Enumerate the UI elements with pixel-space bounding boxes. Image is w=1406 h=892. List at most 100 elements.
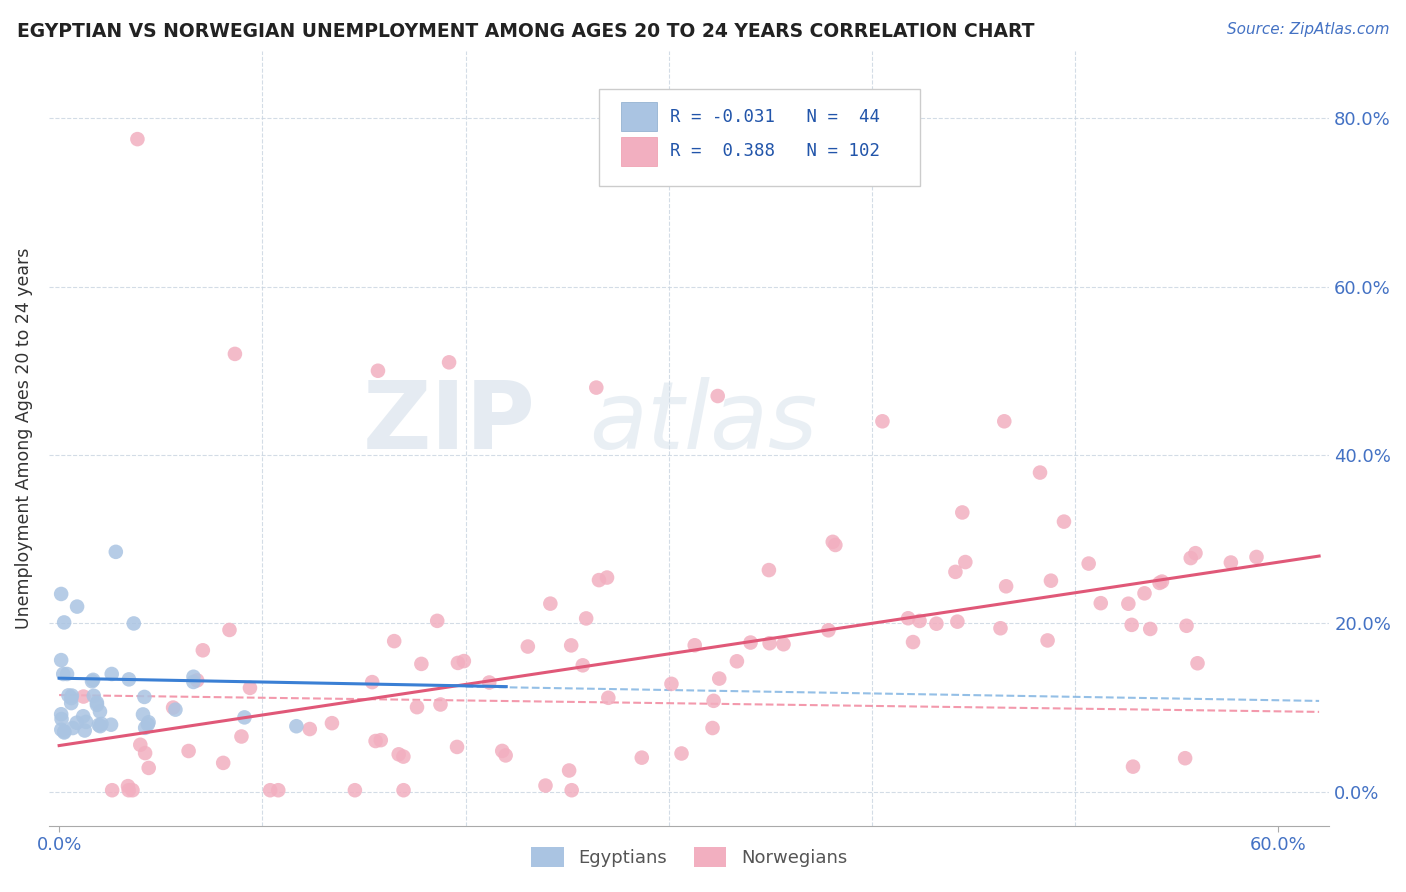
Point xyxy=(89,705,111,719)
Text: ZIP: ZIP xyxy=(363,376,536,468)
FancyBboxPatch shape xyxy=(621,102,657,131)
Point xyxy=(946,615,969,629)
Point xyxy=(772,637,794,651)
Point xyxy=(90,717,112,731)
Point xyxy=(224,347,246,361)
Point xyxy=(671,747,693,761)
FancyBboxPatch shape xyxy=(599,89,920,186)
Point xyxy=(118,673,141,687)
Point xyxy=(453,654,475,668)
Point xyxy=(1053,515,1076,529)
Point xyxy=(121,783,143,797)
Point xyxy=(388,747,411,762)
Point xyxy=(134,690,156,704)
Point xyxy=(104,545,127,559)
Point xyxy=(1150,574,1173,589)
Point xyxy=(630,750,652,764)
Point xyxy=(1139,622,1161,636)
Point xyxy=(100,717,122,731)
Text: Source: ZipAtlas.com: Source: ZipAtlas.com xyxy=(1226,22,1389,37)
Point xyxy=(66,715,89,730)
Point xyxy=(382,634,405,648)
Point xyxy=(598,690,620,705)
Point xyxy=(908,614,931,628)
Point xyxy=(516,640,538,654)
Point xyxy=(233,710,256,724)
Point xyxy=(66,599,89,614)
Point xyxy=(901,635,924,649)
Point xyxy=(1039,574,1062,588)
Text: R = -0.031   N =  44: R = -0.031 N = 44 xyxy=(669,108,880,126)
Point xyxy=(740,635,762,649)
Point xyxy=(183,670,205,684)
Point xyxy=(561,783,583,797)
Point xyxy=(824,538,846,552)
Point xyxy=(89,719,111,733)
Point xyxy=(183,675,205,690)
Point xyxy=(1174,751,1197,765)
Point xyxy=(588,573,610,587)
Point xyxy=(571,658,593,673)
Y-axis label: Unemployment Among Ages 20 to 24 years: Unemployment Among Ages 20 to 24 years xyxy=(15,247,32,629)
Point xyxy=(100,667,122,681)
Point xyxy=(1029,466,1052,480)
Point xyxy=(950,505,973,519)
Point xyxy=(162,700,184,714)
Point xyxy=(426,614,449,628)
Point xyxy=(585,381,607,395)
Point xyxy=(231,730,253,744)
Point xyxy=(1184,546,1206,560)
Point xyxy=(129,738,152,752)
Point xyxy=(60,691,83,706)
Point xyxy=(52,667,75,681)
Point xyxy=(495,748,517,763)
Point xyxy=(817,624,839,638)
Text: atlas: atlas xyxy=(589,377,817,468)
Point xyxy=(703,694,725,708)
Point xyxy=(83,689,105,703)
Point xyxy=(191,643,214,657)
Point xyxy=(897,611,920,625)
Point xyxy=(392,749,415,764)
Point xyxy=(1077,557,1099,571)
Point xyxy=(58,689,80,703)
Point xyxy=(186,673,208,688)
Point xyxy=(321,716,343,731)
Point xyxy=(1246,549,1268,564)
Point xyxy=(51,707,73,722)
Point xyxy=(558,764,581,778)
Point xyxy=(990,621,1012,635)
Point xyxy=(491,744,513,758)
Point xyxy=(955,555,977,569)
Point xyxy=(127,132,149,146)
Point xyxy=(1219,556,1241,570)
Point xyxy=(134,746,156,760)
Point xyxy=(993,414,1015,428)
Point xyxy=(285,719,308,733)
Point xyxy=(117,779,139,793)
Point xyxy=(343,783,366,797)
Point xyxy=(446,739,468,754)
Point xyxy=(411,657,433,671)
Point xyxy=(138,761,160,775)
Point xyxy=(1118,597,1140,611)
Point xyxy=(683,638,706,652)
Point xyxy=(560,639,582,653)
FancyBboxPatch shape xyxy=(621,136,657,166)
Point xyxy=(392,783,415,797)
Point xyxy=(702,721,724,735)
Point xyxy=(212,756,235,770)
Point xyxy=(75,714,97,729)
Point xyxy=(136,717,159,731)
Point xyxy=(259,783,281,797)
Point xyxy=(165,703,187,717)
Point xyxy=(661,677,683,691)
Point xyxy=(709,672,731,686)
Point xyxy=(86,698,108,712)
Point xyxy=(1133,586,1156,600)
Point xyxy=(370,733,392,747)
Point xyxy=(298,722,321,736)
Point xyxy=(534,779,557,793)
Point xyxy=(925,616,948,631)
Point xyxy=(945,565,967,579)
